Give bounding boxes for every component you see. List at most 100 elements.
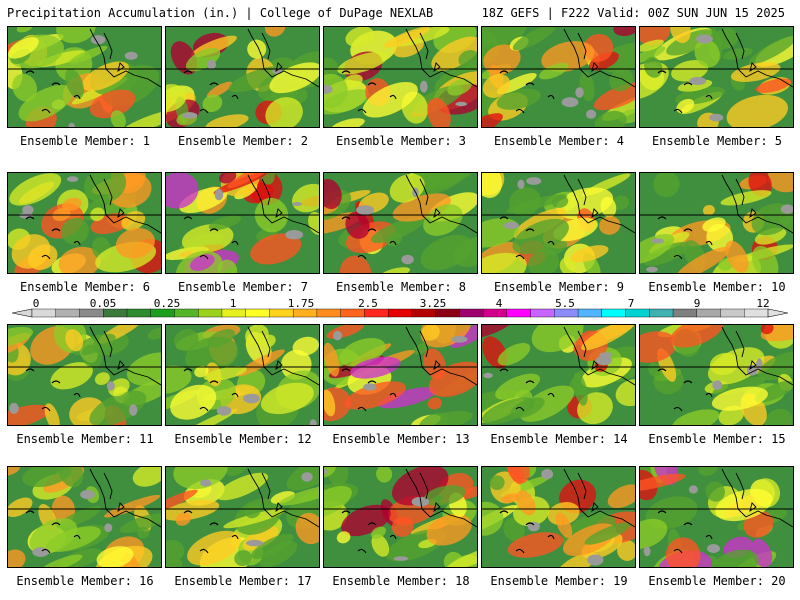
precip-area xyxy=(260,382,314,415)
precip-area xyxy=(96,546,134,567)
precip-area xyxy=(12,73,38,102)
precip-area xyxy=(362,82,418,118)
precip-area xyxy=(16,27,34,33)
precip-area xyxy=(725,240,749,273)
precip-area xyxy=(173,467,228,490)
precipitation-colorbar xyxy=(12,308,788,318)
precip-area xyxy=(640,518,668,549)
precip-area xyxy=(90,207,105,222)
coastline xyxy=(405,174,477,234)
precip-area xyxy=(18,84,74,122)
coastline xyxy=(89,28,161,88)
precip-area xyxy=(711,549,759,567)
ensemble-map-panel xyxy=(165,172,320,274)
colorbar-segment xyxy=(649,308,674,318)
trace-area xyxy=(587,554,604,566)
precip-area xyxy=(653,173,680,198)
precip-area xyxy=(705,481,725,502)
precip-area xyxy=(8,404,50,425)
precip-area xyxy=(640,473,686,492)
trace-area xyxy=(243,393,260,404)
precip-area xyxy=(227,173,282,189)
precip-area xyxy=(324,178,342,210)
ensemble-map-panel xyxy=(7,466,162,568)
coastline xyxy=(563,174,635,234)
ensemble-member-label: Ensemble Member: 15 xyxy=(648,432,786,446)
coastline xyxy=(721,174,793,234)
trace-area xyxy=(756,358,763,370)
precip-area xyxy=(427,98,451,127)
trace-area xyxy=(712,380,723,390)
precip-area xyxy=(665,537,701,567)
precip-area xyxy=(166,489,198,514)
precip-area xyxy=(94,372,110,385)
trace-area xyxy=(503,221,519,230)
island-outline xyxy=(341,368,397,412)
colorbar-segment xyxy=(435,308,460,318)
island-outline xyxy=(499,368,555,412)
island-outline xyxy=(657,510,713,554)
trace-area xyxy=(206,60,216,70)
trace-area xyxy=(129,404,138,416)
colorbar-min-arrow xyxy=(12,308,33,318)
precip-area xyxy=(166,84,187,113)
precip-area xyxy=(446,544,477,567)
trace-area xyxy=(216,406,232,416)
precip-area xyxy=(8,467,21,476)
precipitation-field-map xyxy=(482,173,635,273)
precip-area xyxy=(27,244,58,270)
colorbar-segment xyxy=(126,308,152,318)
coastline xyxy=(721,28,793,88)
colorbar-segment xyxy=(720,308,745,318)
precip-area xyxy=(8,549,26,567)
precip-area xyxy=(61,217,89,245)
ensemble-member-label: Ensemble Member: 1 xyxy=(19,134,151,148)
precip-area xyxy=(593,81,635,111)
colorbar-segment xyxy=(459,308,484,318)
precip-area xyxy=(496,88,541,110)
ensemble-member-label: Ensemble Member: 5 xyxy=(651,134,783,148)
colorbar-tick-label: 7 xyxy=(627,297,635,310)
trace-area xyxy=(106,381,115,391)
precip-area xyxy=(413,342,431,355)
trace-area xyxy=(66,176,79,182)
ensemble-map-panel xyxy=(323,172,478,274)
precipitation-field-map xyxy=(324,467,477,567)
precip-area xyxy=(126,352,161,386)
ensemble-map-panel xyxy=(639,466,794,568)
trace-area xyxy=(22,205,34,215)
precipitation-field-map xyxy=(482,325,635,425)
precip-area xyxy=(173,329,199,352)
map-title: Precipitation Accumulation (in.) | Colle… xyxy=(7,6,434,20)
precip-area xyxy=(52,207,71,222)
precip-area xyxy=(295,512,319,545)
colorbar-segment xyxy=(292,308,318,318)
ensemble-map-panel xyxy=(165,466,320,568)
precip-area xyxy=(428,361,477,397)
precip-area xyxy=(609,68,634,92)
precip-area xyxy=(166,540,185,563)
trace-area xyxy=(689,76,707,86)
precip-area xyxy=(581,325,635,351)
precip-area xyxy=(380,267,411,273)
ensemble-map-panel xyxy=(323,26,478,128)
precipitation-field-map xyxy=(8,173,161,273)
precip-area xyxy=(510,397,545,419)
island-outline xyxy=(183,70,239,114)
colorbar-segment xyxy=(601,308,627,318)
precip-area xyxy=(671,60,709,82)
trace-area xyxy=(356,205,375,215)
precip-area xyxy=(187,530,241,566)
trace-area xyxy=(599,352,613,358)
precipitation-field-map xyxy=(482,467,635,567)
precip-area xyxy=(336,531,351,544)
ensemble-map-panel xyxy=(7,172,162,274)
colorbar-segment xyxy=(506,308,532,318)
precip-area xyxy=(370,217,424,244)
precip-area xyxy=(170,384,217,420)
trace-area xyxy=(451,335,468,343)
coastline xyxy=(89,174,161,234)
precip-area xyxy=(343,74,363,89)
precipitation-field-map xyxy=(640,27,793,127)
precip-area xyxy=(748,35,793,65)
